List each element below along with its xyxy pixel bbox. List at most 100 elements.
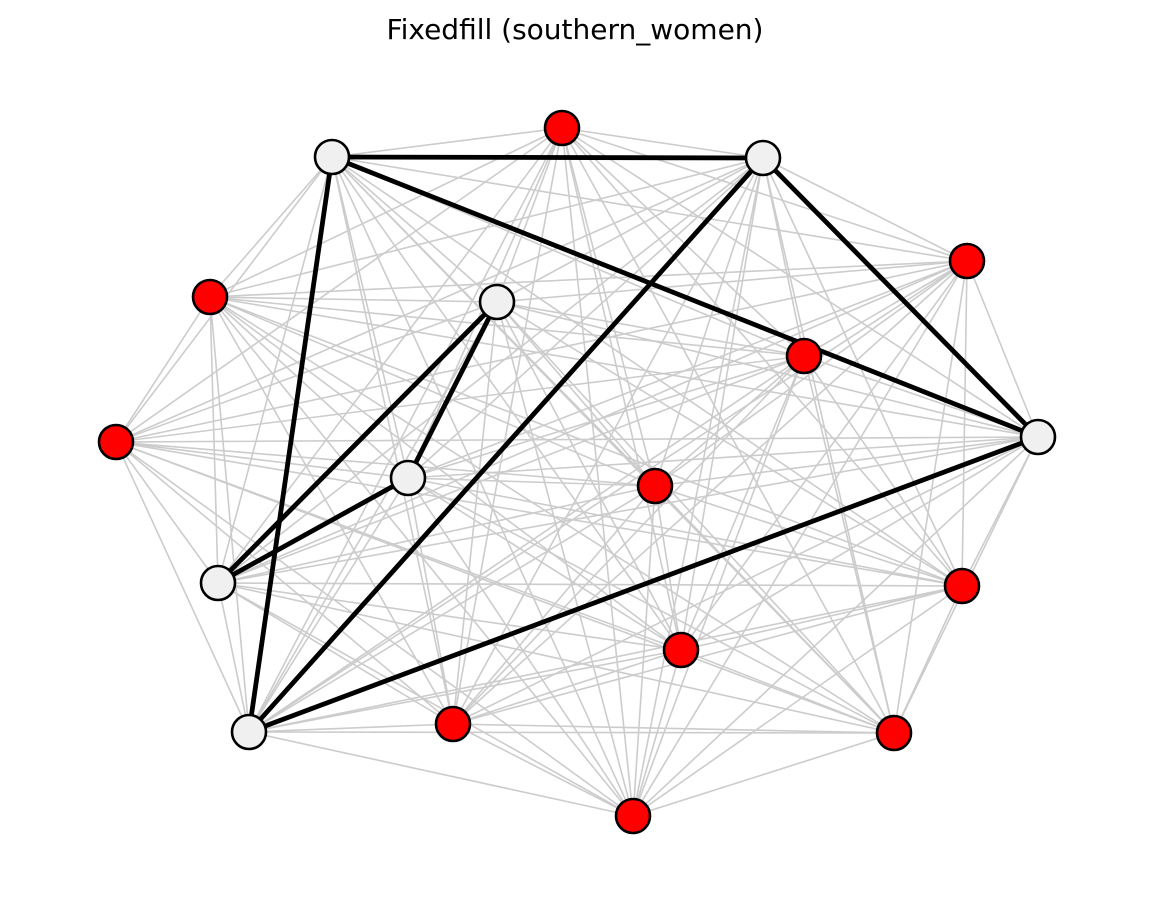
highlighted-graph-edge [329,154,766,161]
graph-node-open [478,283,516,321]
graph-edge [248,731,634,817]
graph-node-open [313,138,351,176]
graph-edge [115,355,805,443]
graph-edge [115,441,963,587]
graph-edge [209,296,1039,438]
graph-edge [654,485,895,734]
graph-node-red [97,423,135,461]
graph-edge [115,441,895,734]
graph-edge [331,156,634,817]
graph-edge [209,296,498,303]
graph-edge [217,355,805,584]
graph-edge [561,127,963,587]
graph-edge [496,301,963,587]
graph-edge [561,127,682,651]
graph-edge [496,301,895,734]
graph-node-red [614,797,652,835]
graph-edge [115,441,409,479]
graph-edge [961,260,968,587]
graph-edge [209,156,333,298]
graph-edge [452,355,805,725]
graph-edge [407,477,963,587]
graph-node-open [230,713,268,751]
graph-edge [452,260,968,725]
graph-edge [115,301,498,443]
graph-node-open [199,564,237,602]
graph-edge [217,582,250,733]
graph-edge [331,156,968,262]
graph-edge [680,649,895,734]
graph-edge [209,296,895,734]
graph-edge [407,477,634,817]
graph-edge [762,157,895,734]
graph-edge [496,260,968,303]
graph-edge [561,127,764,159]
graph-edge [209,296,219,584]
highlighted-graph-edge [760,155,1041,440]
graph-edge [209,260,968,298]
graph-edge [452,649,682,725]
graph-node-open [389,459,427,497]
graph-edge [561,127,634,817]
graph-edge [209,296,250,733]
graph-node-red [543,109,581,147]
graph-edge [115,441,634,817]
graph-edge [209,296,963,587]
graph-edge [217,582,682,651]
graph-edge [496,157,764,303]
highlighted-graph-edge [246,154,335,735]
graph-node-open [1019,418,1057,456]
graph-edge [496,301,634,817]
graph-edge [115,260,968,443]
graph-edge [452,723,895,734]
graph-node-red [948,242,986,280]
graph-edge [115,436,1039,443]
graph-node-red [636,467,674,505]
graph-edge [893,260,968,734]
graph-edge [654,260,968,487]
plot-title: Fixedfill (southern_women) [386,13,764,46]
graph-edge [115,157,764,443]
graph-edge [407,477,656,487]
graph-edge [452,127,563,725]
graph-edge [654,485,963,587]
graph-edge [248,355,805,733]
background-edges-layer [115,127,1039,817]
highlighted-graph-edge [246,155,766,735]
highlighted-graph-edge [405,299,500,481]
graph-edge [115,441,656,487]
graph-edge [632,355,805,817]
graph-edge [217,582,895,734]
highlighted-graph-edge [329,154,1041,440]
graph-edge [217,582,963,587]
graph-edge [209,157,764,298]
graph-edge [654,157,764,487]
graph-edge [966,260,1039,438]
graph-edge [217,582,634,817]
graph-edge [762,157,963,587]
graph-edge [452,157,764,725]
graph-edge [407,355,805,479]
graph-edge [561,127,968,262]
highlighted-graph-edge [246,434,1041,735]
graph-edge [115,441,250,733]
graph-edge [452,585,963,725]
graph-edge [496,301,682,651]
graph-edge [496,301,656,487]
graph-node-red [662,631,700,669]
graph-edge [803,260,968,357]
graph-edge [331,156,498,303]
graph-edge [632,260,968,817]
graph-edge [209,296,454,725]
graph-edge [217,485,656,584]
graph-edge [654,436,1039,487]
graph-edge [248,585,963,733]
graph-edge [561,127,895,734]
graph-edge [407,260,968,479]
graph-edge [654,355,805,487]
graph-edge [561,127,805,357]
highlighted-graph-edge [215,299,500,586]
graph-edge [680,157,764,651]
